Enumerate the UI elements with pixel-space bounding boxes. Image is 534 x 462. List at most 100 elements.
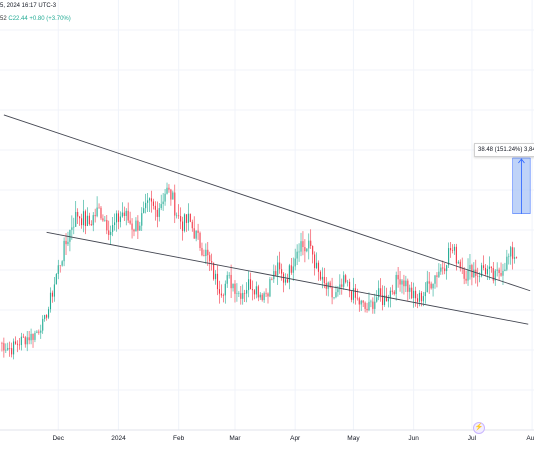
candle-down [193, 228, 195, 239]
candle-down [465, 278, 467, 281]
candle-down [411, 287, 413, 299]
candle-up [306, 248, 308, 252]
candle-down [279, 262, 281, 270]
candle-down [451, 250, 454, 251]
candle-down [382, 295, 384, 305]
candle-down [317, 262, 320, 272]
candle-up [96, 207, 98, 217]
candle-up [296, 251, 298, 259]
candle-up [20, 336, 22, 346]
candle-down [393, 291, 395, 295]
candle-down [483, 265, 485, 268]
candle-up [119, 216, 121, 222]
candle-down [100, 207, 102, 219]
candle-up [284, 279, 287, 283]
candle-down [281, 269, 283, 274]
candle-down [137, 220, 139, 231]
candle-up [298, 251, 300, 253]
candle-up [494, 270, 496, 281]
candle-down [267, 293, 269, 297]
candle-up [160, 204, 162, 209]
candle-down [22, 336, 24, 338]
candle-down [150, 198, 153, 202]
candle-up [232, 283, 234, 289]
candle-down [46, 315, 48, 318]
candle-down [428, 281, 430, 284]
candle-down [251, 289, 254, 291]
candle-down [271, 279, 273, 280]
candle-down [180, 216, 182, 222]
candle-up [63, 240, 65, 262]
candle-up [438, 271, 440, 277]
candle-down [282, 273, 285, 283]
candle-down [449, 248, 452, 251]
candle-down [84, 211, 86, 226]
candle-up [48, 309, 50, 318]
candle-up [49, 292, 52, 310]
candle-down [108, 230, 110, 235]
candle-down [81, 218, 83, 226]
candle-up [172, 192, 174, 200]
candle-down [290, 265, 292, 273]
candle-up [292, 266, 294, 273]
candle-down [286, 279, 288, 283]
candle-up [288, 265, 290, 283]
candle-up [246, 290, 248, 294]
candle-up [92, 215, 94, 226]
candle-down [403, 280, 405, 287]
lightning-icon[interactable]: ⚡ [473, 422, 485, 434]
candle-down [77, 211, 79, 217]
candle-up [479, 276, 481, 277]
candle-down [430, 283, 432, 289]
candle-up [187, 213, 189, 223]
candle-down [127, 210, 129, 221]
candle-up [333, 297, 335, 298]
candle-up [5, 349, 7, 351]
candle-down [463, 269, 465, 279]
candle-up [395, 274, 397, 295]
candle-down [512, 247, 514, 259]
candle-down [197, 230, 199, 233]
candle-up [205, 249, 207, 257]
candle-down [16, 343, 19, 345]
candle-down [9, 347, 11, 349]
candle-down [492, 268, 494, 281]
candle-down [181, 221, 184, 231]
candle-up [110, 231, 112, 235]
candle-down [185, 214, 187, 223]
candle-down [366, 308, 368, 311]
candle-up [248, 279, 250, 291]
candle-up [238, 293, 240, 294]
lower-trendline[interactable] [46, 231, 529, 325]
candle-up [164, 193, 166, 202]
candle-up [176, 215, 178, 217]
candle-down [220, 293, 222, 296]
candle-up [135, 220, 137, 232]
candle-up [263, 293, 265, 301]
candle-up [440, 267, 442, 272]
candle-down [358, 298, 360, 305]
candle-down [416, 298, 419, 302]
candle-up [467, 269, 469, 281]
candle-up [226, 275, 228, 284]
candle-down [154, 205, 156, 210]
candle-up [139, 225, 141, 231]
candle-down [455, 246, 457, 264]
candle-down [391, 290, 393, 292]
candle-up [53, 284, 55, 297]
candle-down [28, 337, 30, 341]
x-tick-label: Jun [408, 435, 419, 442]
upper-trendline[interactable] [3, 114, 531, 292]
candle-up [143, 208, 145, 214]
candle-down [191, 221, 193, 229]
candle-down [265, 293, 267, 294]
candle-up [147, 200, 149, 203]
candle-up [473, 269, 475, 278]
candle-down [372, 301, 374, 309]
candle-down [302, 241, 304, 248]
candle-down [174, 192, 176, 216]
candle-up [255, 286, 257, 295]
candle-up [55, 274, 57, 285]
